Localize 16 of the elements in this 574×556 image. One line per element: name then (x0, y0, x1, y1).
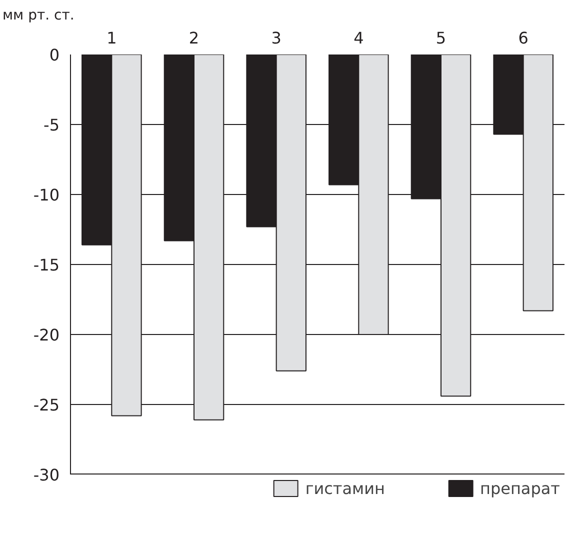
y-tick-label: -30 (33, 466, 60, 484)
y-tick-label: -15 (33, 256, 60, 274)
y-tick-label: -5 (44, 116, 60, 134)
x-tick-label: 1 (106, 28, 117, 48)
x-tick-label: 4 (354, 28, 364, 48)
y-tick-label: -20 (33, 326, 60, 344)
x-tick-label: 2 (188, 28, 200, 48)
y-tick-label: -10 (33, 186, 60, 204)
x-tick-label: 5 (436, 28, 446, 48)
legend-label: препарат (480, 478, 560, 498)
y-axis-title: мм рт. ст. (2, 8, 74, 24)
y-tick-label: -25 (33, 396, 60, 414)
y-tick-label: 0 (49, 46, 60, 64)
x-tick-label: 3 (271, 28, 282, 48)
x-tick-label: 6 (518, 28, 528, 48)
legend-label: гистамин (305, 478, 385, 498)
